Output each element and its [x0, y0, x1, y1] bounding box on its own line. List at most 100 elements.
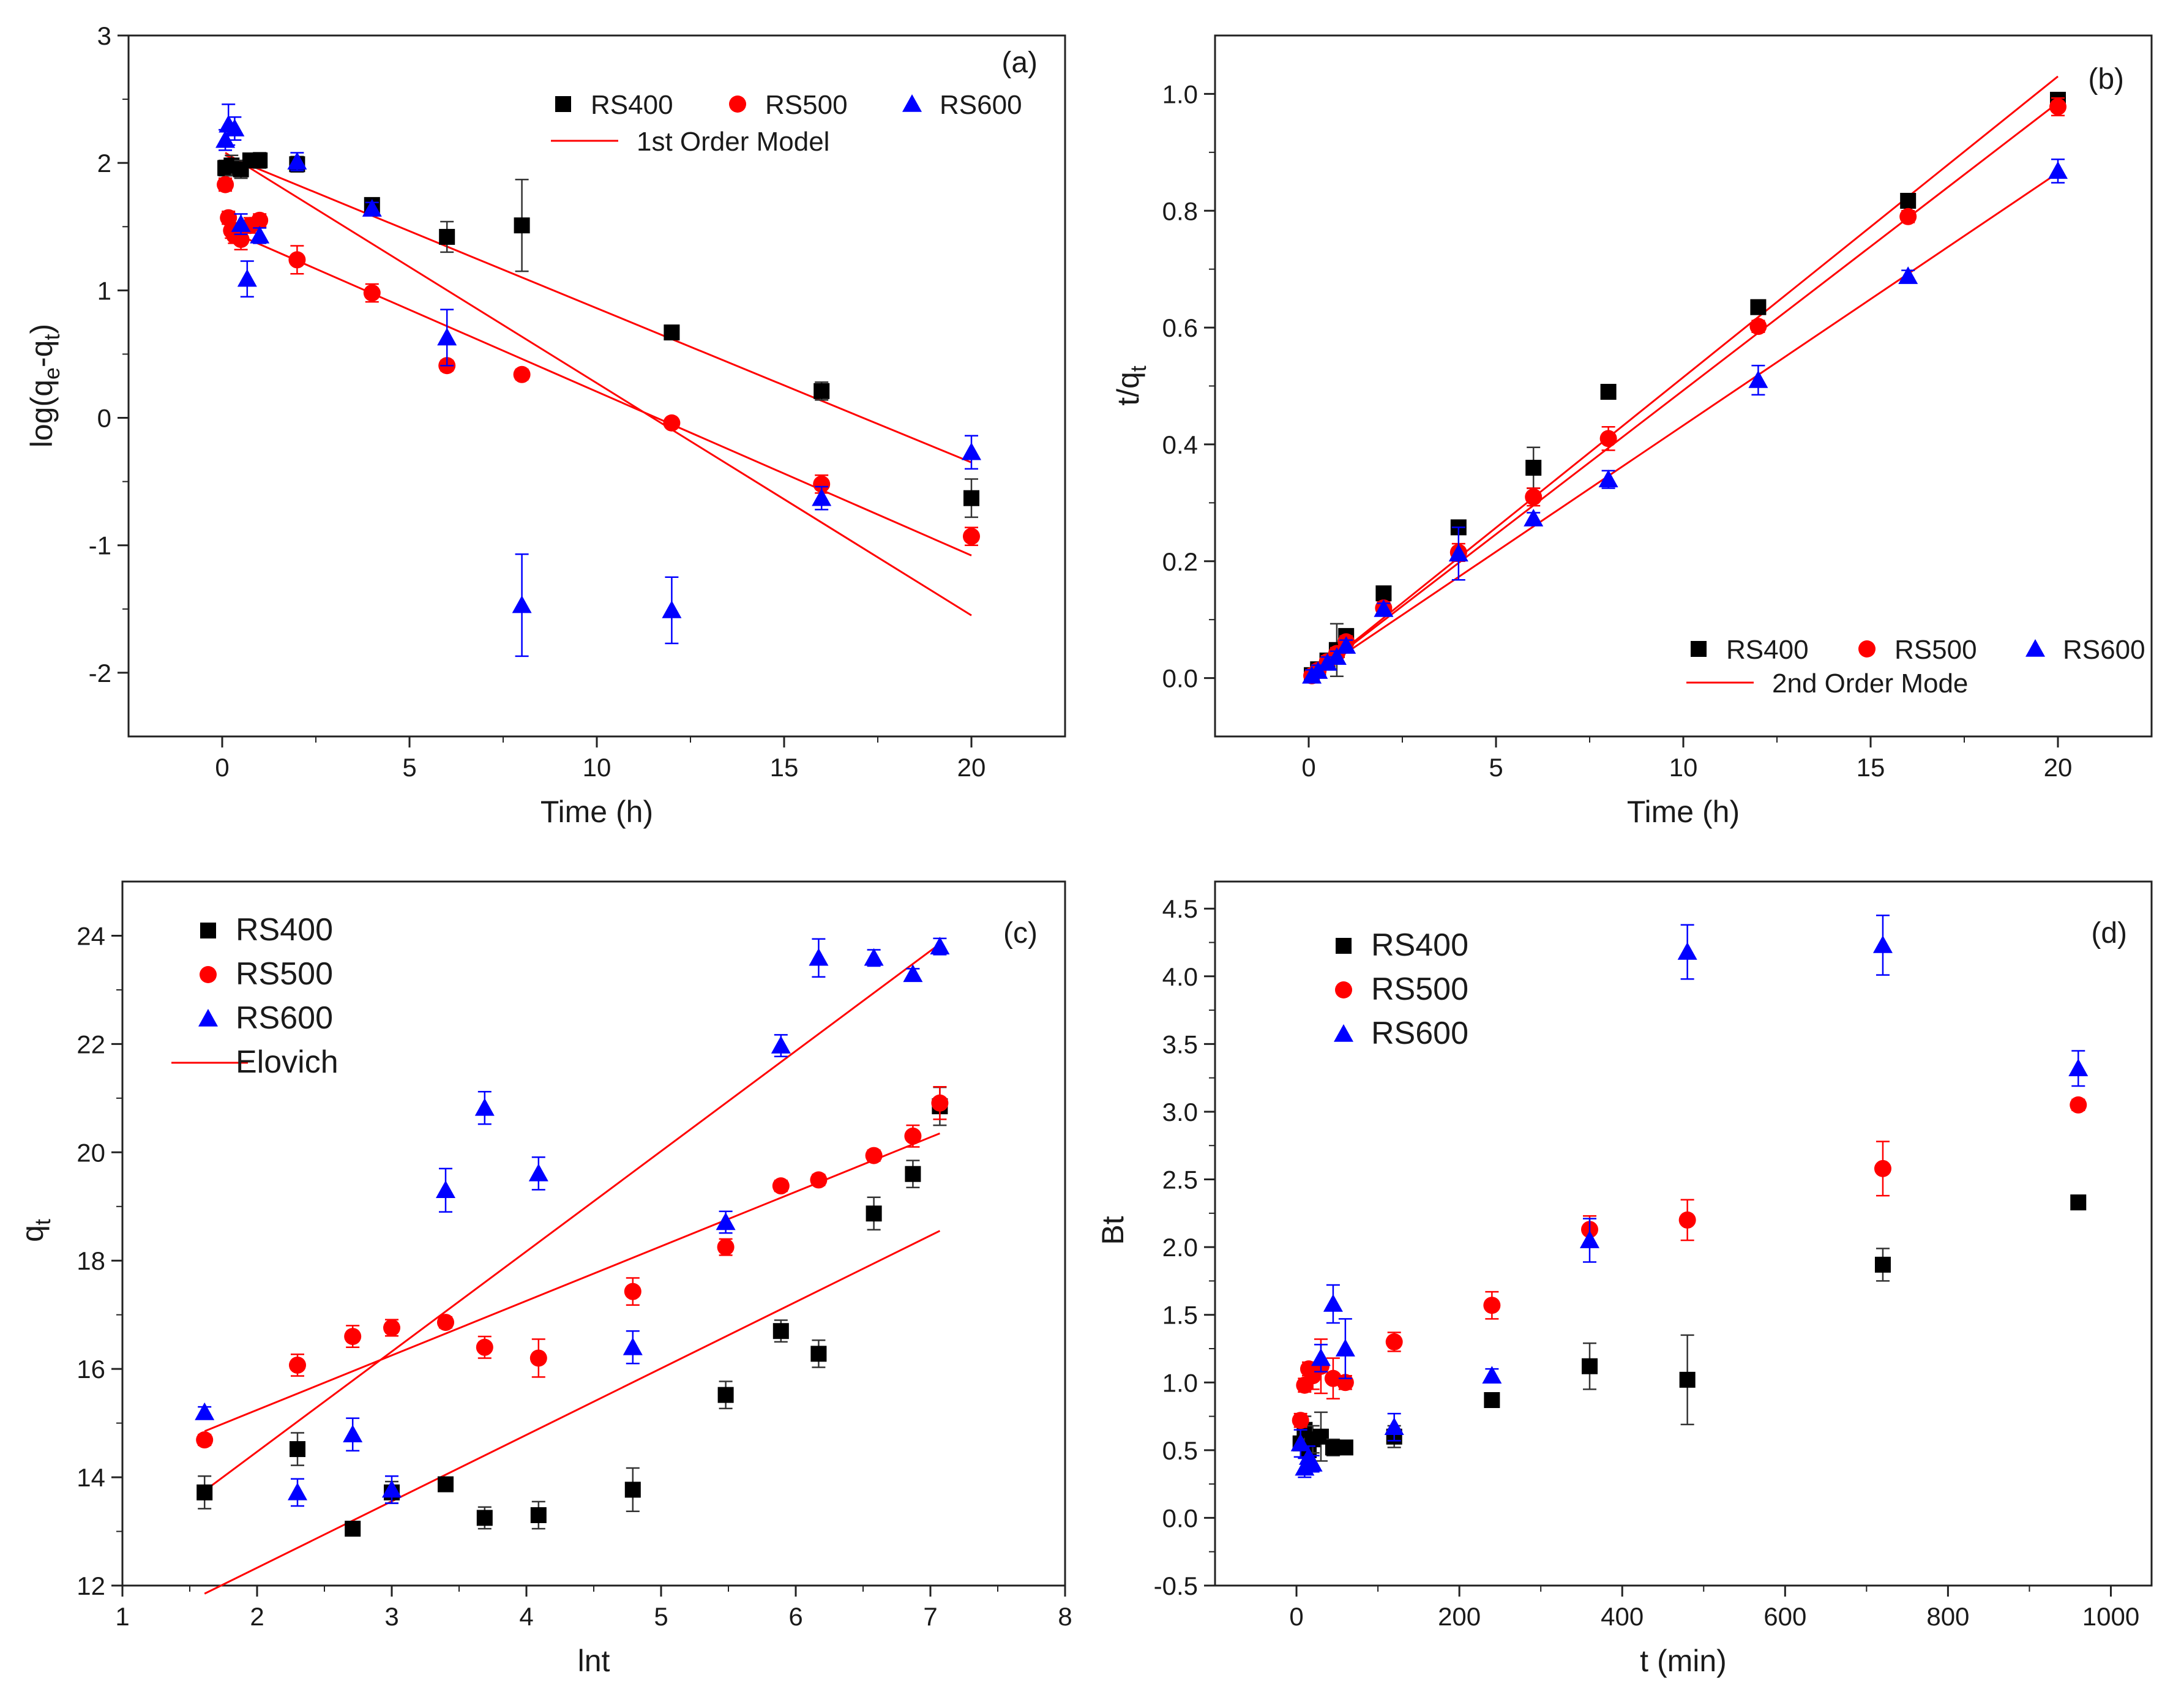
x-tick-label: 800 [1926, 1602, 1969, 1631]
data-point-rs500 [529, 1349, 547, 1367]
data-point-rs500 [217, 176, 234, 193]
panel-b: 0 5 10 15 20 0.0 0.2 0.4 0.6 0.8 1.0 Time (h) t/qt… [1111, 34, 2153, 829]
y-tick-label: 2 [97, 149, 111, 178]
data-point-rs400 [1750, 299, 1767, 315]
legend-entry-rs500: RS500 [200, 956, 333, 992]
data-point-rs600 [1336, 636, 1356, 654]
panel-a-y-title-part: -q [24, 340, 59, 367]
panel-d: 0 200 400 600 800 1000 -0.5 0.0 0.5 1.0 1.5 2.0 2.5 3… [1096, 880, 2153, 1678]
data-point-rs400 [905, 1166, 921, 1182]
legend-entry-rs600: RS600 [1334, 1016, 1468, 1051]
data-point-rs400 [624, 1481, 641, 1498]
panel-d-legend: RS400 RS500 RS600 [1334, 927, 1468, 1051]
data-point-rs600 [716, 1212, 736, 1230]
legend-label-model: 2nd Order Mode [1772, 669, 1968, 699]
data-point-rs600 [812, 488, 832, 506]
data-point-rs500 [813, 475, 831, 493]
data-point-rs600 [215, 130, 236, 148]
panel-a-y-title-part: log(q [24, 380, 59, 448]
x-tick-label: 400 [1601, 1602, 1644, 1631]
y-tick-label: 0.0 [1162, 1504, 1198, 1532]
legend-marker-square [200, 923, 216, 938]
data-point-rs600 [1374, 599, 1394, 617]
y-tick-label: 2.0 [1162, 1233, 1198, 1262]
model-fit-line [204, 1230, 941, 1595]
x-tick-label: 0 [1289, 1602, 1303, 1631]
legend-marker-square [555, 96, 571, 112]
data-point-rs500 [1483, 1297, 1501, 1314]
legend-marker-circle [1858, 640, 1876, 657]
legend-entry-rs500: RS500 [1335, 972, 1468, 1007]
series-rs600 [1290, 915, 2089, 1478]
legend-entry-rs400: RS400 [1336, 927, 1468, 963]
data-point-rs600 [237, 269, 257, 287]
data-point-rs400 [813, 383, 830, 399]
y-tick-label: 12 [77, 1571, 105, 1600]
data-point-rs600 [1898, 266, 1918, 284]
y-tick-label: 1.0 [1162, 1368, 1198, 1397]
data-point-rs500 [344, 1328, 362, 1346]
data-point-rs600 [195, 1402, 215, 1420]
panel-b-y-axis-title: t/qt [1111, 365, 1151, 406]
data-point-rs600 [930, 937, 950, 954]
legend-label-rs400: RS400 [1371, 927, 1468, 963]
x-tick-label: 5 [654, 1602, 668, 1631]
panel-d-x-axis-title: t (min) [1640, 1644, 1727, 1678]
y-tick-label: 22 [77, 1030, 105, 1058]
series-rs500 [217, 176, 980, 546]
data-point-rs600 [382, 1480, 402, 1498]
data-point-rs400 [196, 1484, 213, 1500]
data-point-rs400 [866, 1205, 882, 1222]
legend-label-rs400: RS400 [236, 912, 333, 948]
legend-label-rs500: RS500 [765, 90, 848, 120]
series-rs600 [215, 103, 981, 657]
data-point-rs600 [864, 948, 884, 966]
legend-label-rs500: RS500 [1894, 635, 1977, 665]
legend-marker-triangle [1334, 1024, 1353, 1042]
panel-b-y-title-subscript: t [1126, 365, 1151, 372]
y-tick-label: 24 [77, 921, 105, 950]
data-point-rs600 [288, 1482, 307, 1500]
y-tick-label: 3.0 [1162, 1098, 1198, 1126]
x-tick-label: 10 [1669, 753, 1698, 782]
x-tick-label: 15 [1857, 753, 1885, 782]
series-rs600 [195, 937, 950, 1507]
series-rs600 [1302, 159, 2068, 684]
data-point-rs500 [810, 1171, 828, 1189]
data-point-rs600 [512, 595, 532, 613]
series-rs500 [196, 1086, 949, 1449]
panel-d-label: (d) [2091, 917, 2127, 950]
y-tick-label: -0.5 [1154, 1571, 1198, 1600]
data-point-rs600 [1524, 509, 1544, 526]
y-tick-label: 0.5 [1162, 1436, 1198, 1465]
y-tick-label: 0.4 [1162, 430, 1198, 459]
data-point-rs500 [476, 1338, 493, 1356]
legend-entry-model: 2nd Order Mode [1686, 669, 1968, 699]
data-point-rs500 [363, 284, 381, 302]
y-tick-label: 1 [97, 276, 111, 305]
data-point-rs400 [290, 1441, 305, 1458]
data-point-rs500 [232, 231, 250, 249]
x-tick-label: 1000 [2082, 1602, 2139, 1631]
data-point-rs500 [772, 1177, 790, 1195]
data-point-rs600 [225, 118, 245, 137]
data-point-rs400 [2070, 1194, 2087, 1211]
legend-label-rs600: RS600 [2063, 635, 2145, 665]
panel-b-x-axis-title: Time (h) [1627, 795, 1740, 829]
data-point-rs600 [287, 152, 307, 170]
data-point-rs600 [1323, 1294, 1343, 1312]
data-point-rs500 [1678, 1211, 1696, 1229]
legend-entry-rs500: RS500 [729, 90, 848, 120]
legend-entry-rs400: RS400 [1691, 635, 1809, 665]
y-tick-label: 0.6 [1162, 313, 1198, 342]
y-tick-label: 4.0 [1162, 962, 1198, 991]
data-point-rs600 [362, 199, 382, 217]
x-tick-label: 5 [1489, 753, 1503, 782]
data-point-rs600 [962, 442, 981, 460]
legend-marker-triangle [902, 94, 922, 112]
x-tick-label: 200 [1438, 1602, 1481, 1631]
data-point-rs400 [438, 1476, 454, 1493]
